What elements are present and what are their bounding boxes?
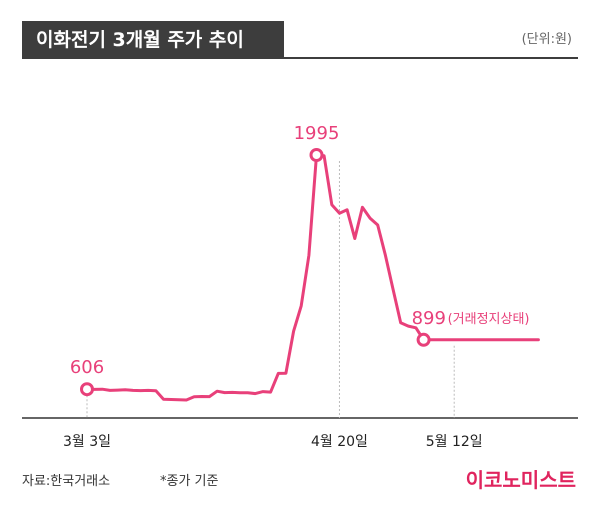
annotation-note: (거래정지상태) <box>448 312 530 327</box>
chart-title: 이화전기 3개월 주가 추이 <box>36 29 244 51</box>
x-tick-label: 4월 20일 <box>311 434 368 450</box>
annotation-label: 899 <box>412 308 446 329</box>
annotation-label: 1995 <box>294 123 340 144</box>
chart-header: 이화전기 3개월 주가 추이 (단위:원) <box>0 21 600 59</box>
title-bar: 이화전기 3개월 주가 추이 <box>22 21 284 59</box>
annotation-marker <box>309 148 324 162</box>
annotation-marker <box>416 332 431 347</box>
annotation-marker <box>80 382 94 397</box>
footnote-label: *종가 기준 <box>160 474 219 489</box>
x-tick-label: 3월 3일 <box>63 434 111 450</box>
source-label: 자료:한국거래소 <box>22 474 111 489</box>
x-tick-label: 5월 12일 <box>426 434 483 450</box>
price-series-line <box>85 153 540 402</box>
unit-label: (단위:원) <box>521 32 572 47</box>
annotation-label: 606 <box>70 357 104 378</box>
publisher-logo: 이코노미스트 <box>465 468 576 492</box>
header-rule <box>284 21 578 59</box>
